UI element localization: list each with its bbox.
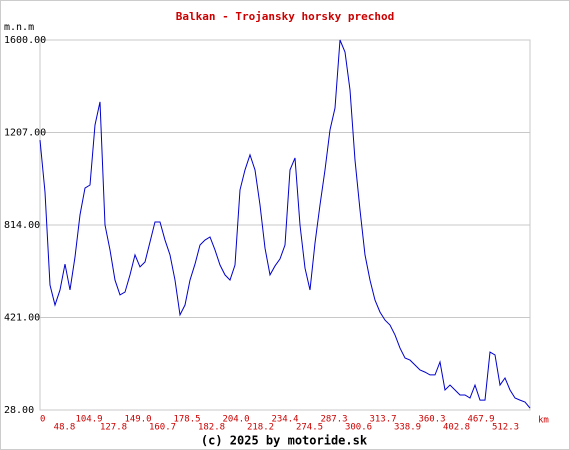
footer: (c) 2025 by motoride.sk bbox=[201, 434, 368, 448]
x-tick-label: 512.3 bbox=[492, 423, 519, 433]
x-tick-label: 234.4 bbox=[271, 415, 298, 425]
x-tick-label: 300.6 bbox=[345, 423, 372, 433]
y-axis-label: m.n.m bbox=[4, 22, 34, 33]
x-tick-label: 204.0 bbox=[222, 415, 249, 425]
x-tick-label: 178.5 bbox=[173, 415, 200, 425]
y-tick-label: 1600.00 bbox=[4, 35, 46, 46]
x-tick-label: 149.0 bbox=[124, 415, 151, 425]
x-tick-label: 313.7 bbox=[369, 415, 396, 425]
x-tick-label: 182.8 bbox=[198, 423, 225, 433]
x-tick-label: 104.9 bbox=[75, 415, 102, 425]
y-tick-label: 1207.00 bbox=[4, 128, 46, 139]
y-tick-label: 421.00 bbox=[4, 313, 40, 324]
x-axis-label: km bbox=[538, 416, 549, 426]
y-tick-label: 28.00 bbox=[4, 405, 34, 416]
elevation-line bbox=[39, 39, 531, 409]
chart-title: Balkan - Trojansky horsky prechod bbox=[176, 10, 395, 23]
x-tick-label: 0 bbox=[40, 415, 45, 425]
x-tick-label: 467.9 bbox=[467, 415, 494, 425]
y-tick-label: 814.00 bbox=[4, 220, 40, 231]
x-tick-label: 402.8 bbox=[443, 423, 470, 433]
x-tick-label: 274.5 bbox=[296, 423, 323, 433]
x-tick-label: 218.2 bbox=[247, 423, 274, 433]
x-tick-label: 338.9 bbox=[394, 423, 421, 433]
x-tick-label: 360.3 bbox=[418, 415, 445, 425]
x-tick-label: 160.7 bbox=[149, 423, 176, 433]
x-tick-label: 48.8 bbox=[54, 423, 76, 433]
x-tick-label: 127.8 bbox=[100, 423, 127, 433]
x-tick-label: 287.3 bbox=[320, 415, 347, 425]
